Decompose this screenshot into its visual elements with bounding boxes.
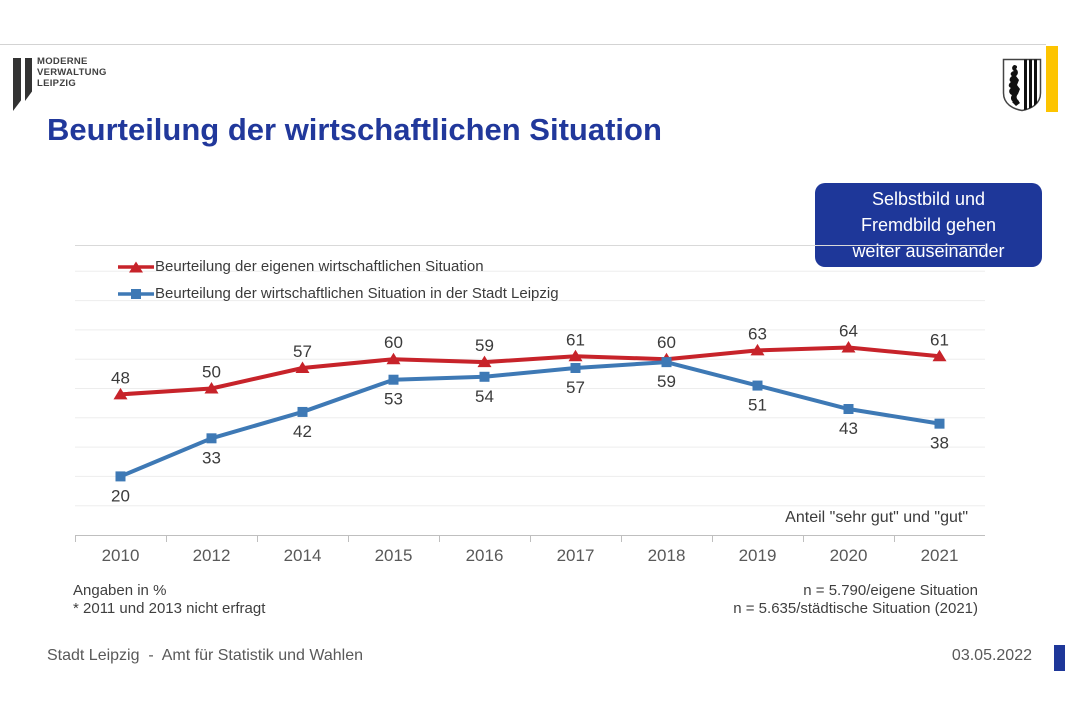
page-title: Beurteilung der wirtschaftlichen Situati… (47, 112, 662, 147)
header-divider (0, 44, 1046, 45)
footer-accent-bar (1054, 645, 1065, 671)
leipzig-coat-of-arms-icon (1002, 58, 1042, 112)
callout-box: Selbstbild und Fremdbild gehen weiter au… (815, 183, 1042, 267)
svg-text:50: 50 (202, 363, 221, 382)
red-triangle-line-icon (118, 261, 154, 272)
svg-text:2021: 2021 (921, 546, 959, 565)
svg-text:59: 59 (475, 336, 494, 355)
brand-text: MODERNE VERWALTUNG LEIPZIG (37, 56, 107, 89)
svg-text:2017: 2017 (557, 546, 595, 565)
callout-line: Fremdbild gehen (860, 215, 997, 235)
svg-text:2010: 2010 (102, 546, 140, 565)
svg-text:43: 43 (839, 419, 858, 438)
footnote: * 2011 und 2013 nicht erfragt (73, 600, 266, 617)
svg-text:59: 59 (657, 372, 676, 391)
svg-text:2018: 2018 (648, 546, 686, 565)
footer-organisation: Stadt Leipzig - Amt für Statistik und Wa… (47, 647, 363, 664)
legend-item-city-situation: Beurteilung der wirtschaftlichen Situati… (118, 280, 559, 307)
svg-text:48: 48 (111, 368, 130, 387)
svg-text:2012: 2012 (193, 546, 231, 565)
callout-line: Selbstbild und (871, 189, 986, 209)
chart-area: 2010 2012 2014 2015 2016 2017 2018 2019 2020 2021… (75, 245, 986, 575)
svg-text:60: 60 (657, 333, 676, 352)
brand-line: MODERNE (37, 56, 88, 67)
svg-text:64: 64 (839, 321, 858, 340)
svg-text:2019: 2019 (739, 546, 777, 565)
logo-bars-icon (25, 58, 32, 101)
svg-text:54: 54 (475, 387, 494, 406)
svg-text:63: 63 (748, 324, 767, 343)
footnote: n = 5.790/eigene Situation (803, 582, 978, 599)
legend-item-own-situation: Beurteilung der eigenen wirtschaftlichen… (118, 253, 559, 280)
logo-bars-icon (13, 58, 21, 111)
svg-text:Anteil "sehr gut" und "gut": Anteil "sehr gut" und "gut" (785, 509, 968, 526)
footnote: n = 5.635/städtische Situation (2021) (733, 600, 978, 617)
svg-text:20: 20 (111, 486, 130, 505)
yellow-accent-bar (1046, 46, 1058, 112)
svg-text:2015: 2015 (375, 546, 413, 565)
svg-text:2016: 2016 (466, 546, 504, 565)
svg-text:57: 57 (566, 378, 585, 397)
blue-square-line-icon (118, 288, 154, 299)
footnotes-right: n = 5.790/eigene Situation n = 5.635/stä… (733, 582, 978, 618)
svg-text:60: 60 (384, 333, 403, 352)
svg-text:2014: 2014 (284, 546, 322, 565)
brand-line: LEIPZIG (37, 78, 77, 89)
svg-text:51: 51 (748, 396, 767, 415)
brand-line: VERWALTUNG (37, 67, 107, 78)
svg-text:38: 38 (930, 434, 949, 453)
legend-label: Beurteilung der wirtschaftlichen Situati… (155, 285, 559, 302)
footnotes-left: Angaben in % * 2011 und 2013 nicht erfra… (73, 582, 265, 618)
footnote: Angaben in % (73, 582, 167, 599)
footer-date: 03.05.2022 (951, 647, 1032, 664)
chart-legend: Beurteilung der eigenen wirtschaftlichen… (118, 253, 559, 307)
svg-text:53: 53 (384, 390, 403, 409)
legend-label: Beurteilung der eigenen wirtschaftlichen… (155, 258, 484, 275)
svg-text:57: 57 (293, 342, 312, 361)
svg-text:61: 61 (930, 330, 949, 349)
svg-text:61: 61 (566, 330, 585, 349)
svg-text:42: 42 (293, 422, 312, 441)
svg-text:33: 33 (202, 448, 221, 467)
chart-svg: 2010 2012 2014 2015 2016 2017 2018 2019 2020 2021… (75, 245, 986, 565)
svg-text:2020: 2020 (830, 546, 868, 565)
